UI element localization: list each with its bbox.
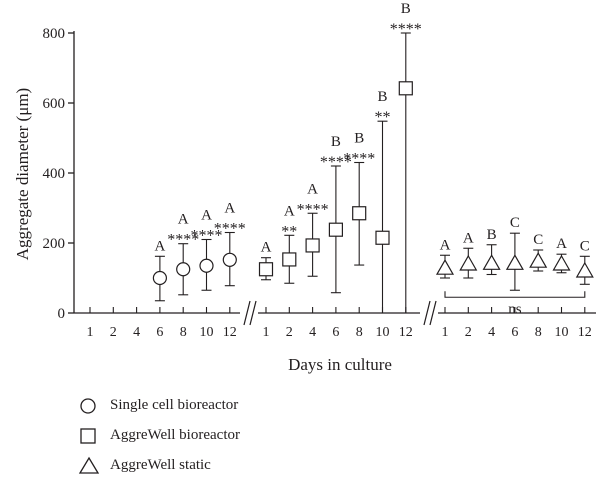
circle-marker-icon xyxy=(80,398,96,414)
data-point-triangle xyxy=(552,254,571,271)
group-letter: A xyxy=(224,201,235,217)
group-letter: B xyxy=(331,134,341,150)
significance-stars: **** xyxy=(167,232,199,249)
data-point-triangle xyxy=(482,254,501,270)
data-point-triangle xyxy=(575,261,594,278)
x-tick-label: 8 xyxy=(180,325,187,340)
x-tick-label: 4 xyxy=(488,325,495,340)
group-letter: A xyxy=(556,236,567,252)
y-tick-label: 400 xyxy=(43,166,66,182)
data-point-square xyxy=(305,238,320,253)
data-point-square xyxy=(398,81,413,96)
x-tick-label: 10 xyxy=(200,325,214,340)
x-tick-label: 2 xyxy=(465,325,472,340)
axis-break-mark xyxy=(429,300,437,326)
triangle-marker-icon xyxy=(78,456,100,474)
significance-stars: ** xyxy=(281,223,297,240)
x-tick-label: 1 xyxy=(442,325,449,340)
legend-label: Single cell bioreactor xyxy=(110,397,239,413)
group-letter: C xyxy=(533,232,543,248)
y-tick-label: 0 xyxy=(58,306,66,322)
axis-break-mark xyxy=(243,300,251,326)
y-tick-label: 600 xyxy=(43,96,66,112)
x-tick-label: 2 xyxy=(110,325,117,340)
x-tick-label: 6 xyxy=(156,325,163,340)
data-point-circle xyxy=(176,262,191,277)
significance-stars: **** xyxy=(297,201,329,218)
data-point-circle xyxy=(222,252,237,267)
significance-stars: ** xyxy=(375,109,391,126)
x-tick-label: 12 xyxy=(223,325,237,340)
significance-stars: **** xyxy=(390,21,422,38)
legend-label: AggreWell static xyxy=(110,457,211,473)
group-letter: B xyxy=(401,1,411,17)
data-point-square xyxy=(375,230,390,245)
significance-stars: **** xyxy=(320,154,352,171)
group-letter: A xyxy=(307,181,318,197)
ns-bracket xyxy=(444,291,586,298)
data-point-square xyxy=(258,262,274,277)
group-letter: C xyxy=(580,238,590,254)
data-point-square xyxy=(282,252,297,267)
data-point-triangle xyxy=(459,254,478,271)
x-tick-label: 10 xyxy=(376,325,390,340)
x-tick-label: 12 xyxy=(578,325,592,340)
data-point-triangle xyxy=(529,251,548,268)
x-axis-label: Days in culture xyxy=(288,355,392,374)
x-tick-label: 4 xyxy=(309,325,316,340)
significance-stars: **** xyxy=(191,228,223,245)
group-letter: C xyxy=(510,215,520,231)
data-point-triangle xyxy=(505,254,524,270)
y-tick-label: 800 xyxy=(43,26,66,42)
group-letter: A xyxy=(440,237,451,253)
group-letter: A xyxy=(201,208,212,224)
data-point-square xyxy=(328,222,343,237)
data-point-triangle xyxy=(435,258,455,275)
x-tick-label: 1 xyxy=(263,325,270,340)
ns-label: ns xyxy=(508,301,522,317)
y-axis-label: Aggregate diameter (μm) xyxy=(13,88,32,260)
group-letter: B xyxy=(487,227,497,243)
group-letter: B xyxy=(377,89,387,105)
square-marker-icon xyxy=(80,428,96,444)
group-letter: A xyxy=(463,230,474,246)
group-letter: B xyxy=(354,131,364,147)
x-tick-label: 4 xyxy=(133,325,140,340)
group-letter: A xyxy=(284,203,295,219)
x-tick-label: 2 xyxy=(286,325,293,340)
legend-label: AggreWell bioreactor xyxy=(110,427,240,443)
group-letter: A xyxy=(261,240,272,256)
chart-marks: A ****A****A****AA**A ****A****B****B**B**… xyxy=(152,1,594,317)
significance-stars: **** xyxy=(214,221,246,238)
x-tick-label: 6 xyxy=(332,325,339,340)
y-tick-label: 200 xyxy=(43,236,66,252)
data-point-circle xyxy=(199,258,214,273)
x-tick-label: 10 xyxy=(555,325,569,340)
axis-break-mark xyxy=(423,300,431,326)
x-tick-label: 6 xyxy=(511,325,518,340)
data-point-square xyxy=(352,206,367,221)
x-tick-label: 8 xyxy=(356,325,363,340)
x-tick-label: 8 xyxy=(535,325,542,340)
data-point-circle xyxy=(152,270,167,286)
x-tick-label: 12 xyxy=(399,325,413,340)
group-letter: A xyxy=(178,212,189,228)
significance-stars: **** xyxy=(343,151,375,168)
x-tick-label: 1 xyxy=(87,325,94,340)
group-letter: A xyxy=(154,238,165,254)
axis-break-mark xyxy=(249,300,257,326)
